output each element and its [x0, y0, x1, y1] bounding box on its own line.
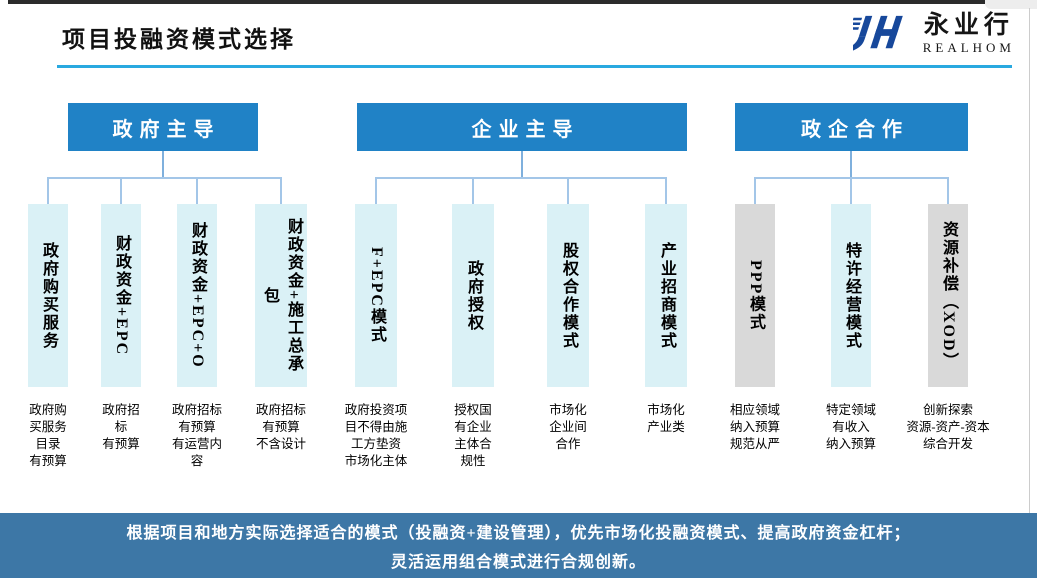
- mode-box-industry-investment: 产业招商模式: [645, 204, 687, 387]
- connector-line: [850, 151, 852, 177]
- mode-desc: 市场化 产业类: [647, 403, 685, 434]
- connector-line: [47, 177, 49, 204]
- mode-desc: 市场化 企业间 合作: [549, 403, 587, 451]
- logo-mark-icon: [852, 15, 903, 53]
- mode-desc: 相应领域 纳入预算 规范从严: [729, 403, 780, 451]
- mode-desc: 政府购 买服务 目录 有预算: [29, 403, 67, 468]
- connector-line: [196, 177, 198, 204]
- mode-desc: 政府投资项 目不得由施 工方垫资 市场化主体: [344, 403, 408, 468]
- title-underline: [57, 65, 1012, 68]
- mode-box-ppp: PPP模式: [735, 204, 775, 387]
- mode-desc: 创新探索 资源-资产-资本 综合开发: [906, 403, 990, 451]
- footer-banner: 根据项目和地方实际选择适合的模式（投融资+建设管理），优先市场化投融资模式、提高…: [0, 513, 1037, 578]
- top-right-corner: [985, 0, 1037, 9]
- mode-box-f-epc: F+EPC模式: [355, 204, 397, 387]
- top-border-bar: [8, 0, 985, 4]
- mode-box-fiscal-contracting: 财政资金+施工总承包: [255, 204, 307, 387]
- mode-desc: 政府招标 有预算 不含设计: [255, 403, 306, 451]
- group-header-government-led: 政府主导: [68, 103, 258, 151]
- connector-line: [280, 177, 282, 204]
- connector-line: [472, 177, 474, 204]
- mode-desc: 特定领域 有收入 纳入预算: [825, 403, 876, 451]
- mode-desc: 授权国 有企业 主体合 规性: [454, 403, 492, 468]
- mode-box-gov-purchase: 政府购买服务: [28, 204, 68, 387]
- mode-box-franchise: 特许经营模式: [831, 204, 871, 387]
- connector-line: [521, 151, 523, 177]
- connector-line: [947, 177, 949, 204]
- slide-right-border: [1029, 8, 1030, 513]
- mode-desc: 政府招 标 有预算: [102, 403, 140, 451]
- connector-line: [754, 177, 756, 204]
- connector-line: [47, 177, 282, 179]
- logo-company-name-en: REALHOM: [922, 39, 1015, 55]
- group-header-enterprise-led: 企业主导: [357, 103, 687, 151]
- page-title: 项目投融资模式选择: [62, 27, 296, 52]
- connector-line: [120, 177, 122, 204]
- connector-line: [375, 177, 377, 204]
- connector-line: [850, 177, 852, 204]
- mode-box-fiscal-epc: 财政资金+EPC: [101, 204, 141, 387]
- mode-box-equity-cooperation: 股权合作模式: [547, 204, 589, 387]
- connector-line: [567, 177, 569, 204]
- mode-box-resource-compensation: 资源补偿（XOD）: [928, 204, 968, 387]
- footer-banner-text: 根据项目和地方实际选择适合的模式（投融资+建设管理），优先市场化投融资模式、提高…: [126, 525, 911, 571]
- mode-desc: 政府招标 有预算 有运营内 容: [171, 403, 222, 468]
- company-logo: 永业行 REALHOM: [852, 11, 1015, 55]
- mode-box-fiscal-epc-o: 财政资金+EPC+O: [177, 204, 217, 387]
- connector-line: [162, 151, 164, 177]
- connector-line: [665, 177, 667, 204]
- connector-line: [375, 177, 666, 179]
- mode-box-gov-authorization: 政府授权: [452, 204, 494, 387]
- logo-company-name: 永业行: [923, 11, 1014, 39]
- group-header-gov-enterprise-coop: 政企合作: [735, 103, 968, 151]
